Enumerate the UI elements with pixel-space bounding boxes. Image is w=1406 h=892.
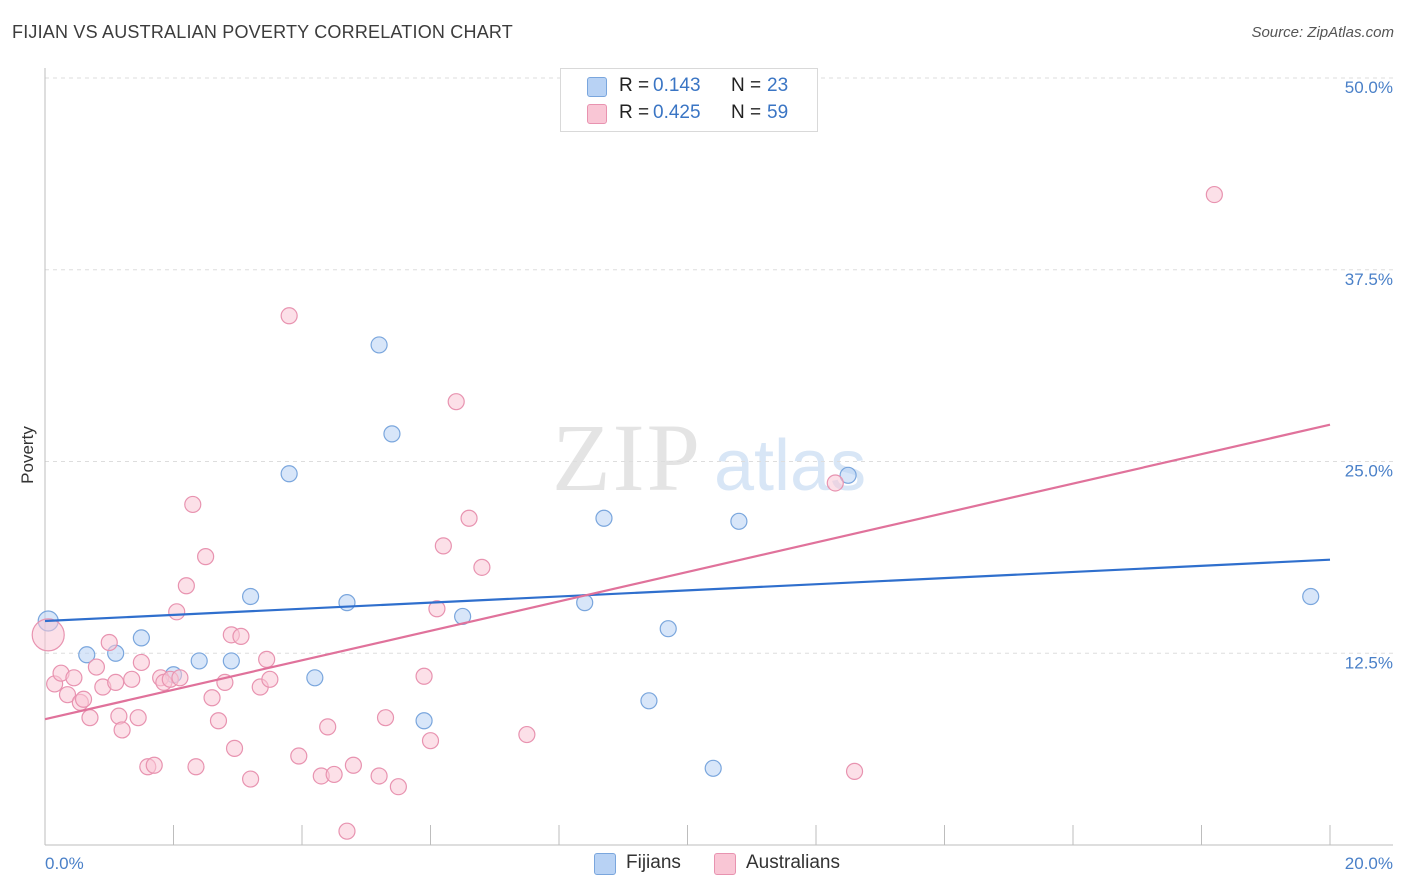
fijian-point [839,466,857,484]
australian-point [242,770,260,788]
australian-point [826,474,844,492]
y-tick-label: 50.0% [1345,78,1393,97]
legend-n-label: N = [731,102,762,123]
legend-r-label: R = [619,102,650,123]
legend-r-value: 0.425 [653,102,701,123]
australian-point [370,767,388,785]
fijian-point [1302,587,1320,606]
fijian-point [595,509,613,527]
australian-point [87,658,106,676]
australians-legend-swatch [714,853,736,875]
australian-point [325,765,343,784]
australian-point [845,762,864,780]
australian-point [145,756,163,774]
australian-point [129,709,147,727]
x-tick-label: 20.0% [1345,854,1393,873]
legend-n-label: N = [731,75,762,96]
australian-point [177,577,195,595]
australian-point [113,721,131,739]
chart-title: FIJIAN VS AUSTRALIAN POVERTY CORRELATION… [12,22,513,42]
australian-point [319,718,337,736]
australian-point [197,548,215,566]
australian-point [31,618,65,652]
australian-point [187,758,205,776]
fijians-legend-label: Fijians [626,852,681,873]
australian-point [203,689,221,707]
axes [44,68,1393,846]
fijian-point [280,465,298,483]
australian-point [376,709,395,727]
australian-point [389,778,407,796]
fijian-point [306,669,324,687]
fijian-point [132,629,150,647]
data-points [31,185,1320,840]
australian-point [261,670,279,688]
australian-point [132,653,150,672]
australians-swatch [587,104,607,124]
stats-legend: R = 0.143 N = 23 R = 0.425 N = 59 [560,68,818,132]
australian-point [447,393,465,411]
australian-point [225,739,244,757]
australian-point [1205,185,1223,204]
fijian-point [730,512,748,530]
y-tick-label: 12.5% [1345,653,1393,672]
australian-point [518,725,536,744]
australian-point [344,756,362,774]
y-tick-label: 37.5% [1345,270,1393,289]
australian-point [81,709,99,727]
fijian-point [370,336,388,354]
watermark-zip: ZIP [552,404,702,511]
fijian-point [78,646,96,664]
source-label: Source: ZipAtlas.com [1251,24,1394,41]
australian-point [100,633,118,652]
watermark: ZIP atlas [552,404,866,511]
australian-point [280,307,298,325]
x-tick-label: 0.0% [45,854,84,873]
australian-point [74,690,93,708]
y-tick-label: 25.0% [1345,462,1393,481]
australian-point [107,673,125,691]
fijian-point [415,712,433,730]
trend-lines [44,423,1331,721]
legend-r-label: R = [619,75,650,96]
fijian-point [383,425,401,443]
fijians-legend-swatch [594,853,616,875]
legend-r-value: 0.143 [653,75,701,96]
tick-labels: 12.5% 25.0% 37.5% 50.0% 0.0% 20.0% [45,78,1393,873]
australian-point [290,747,308,765]
australian-point [428,600,446,618]
fijians-trend-line [44,558,1331,623]
australian-point [460,509,478,527]
australians-legend-label: Australians [746,852,840,873]
australian-point [258,650,276,668]
fijian-point [704,759,722,777]
fijians-swatch [587,77,607,97]
australian-point [123,670,141,688]
australian-point [473,558,491,576]
australian-point [58,686,77,704]
australian-point [232,627,250,645]
australian-point [65,669,83,687]
australian-point [415,667,433,685]
fijian-point [190,652,208,670]
australian-point [209,712,228,730]
y-axis-label: Poverty [18,426,37,484]
fijian-point [222,652,240,670]
fijian-point [242,587,260,606]
australian-point [421,732,440,750]
australians-trend-line [44,423,1331,721]
australian-point [171,669,189,687]
legend-n-value: 23 [767,75,789,96]
australian-point [338,822,356,840]
australian-point [184,495,202,514]
fijian-point [640,692,658,710]
legend-n-value: 59 [767,102,789,123]
australian-point [434,537,452,555]
fijian-point [338,594,356,612]
watermark-atlas: atlas [714,426,866,506]
fijian-point [659,620,677,638]
australian-point [168,603,186,621]
